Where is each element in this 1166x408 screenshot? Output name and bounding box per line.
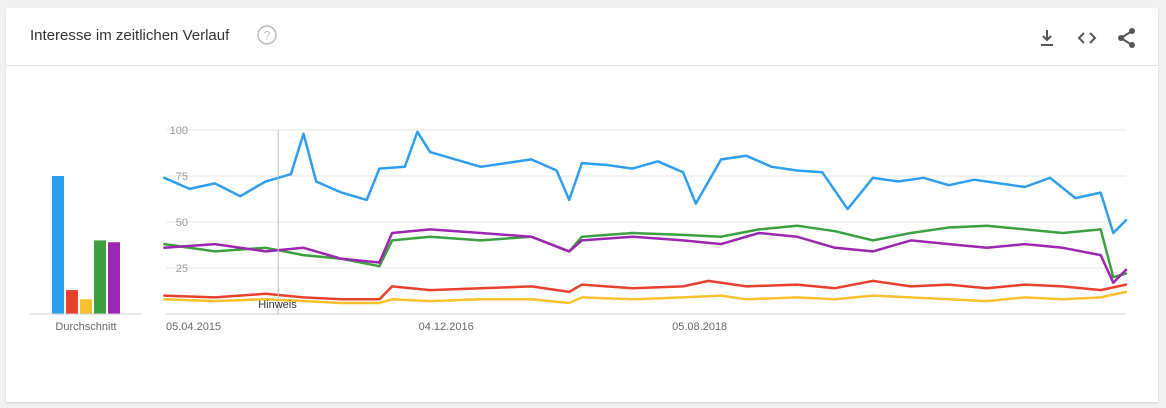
card-title: Interesse im zeitlichen Verlauf	[30, 27, 230, 44]
y-tick-label: 75	[176, 171, 188, 183]
average-bar-red	[66, 290, 78, 314]
series-line-green	[163, 224, 1128, 279]
x-tick-labels: 05.04.2015 04.12.2016 05.08.2018	[166, 321, 727, 333]
card-header: Interesse im zeitlichen Verlauf ?	[6, 8, 1158, 66]
y-tick-label: 50	[176, 217, 188, 229]
y-tick-labels: 100 75 50 25	[170, 125, 188, 275]
average-bar-green	[94, 240, 106, 314]
average-bar-yellow	[80, 299, 92, 314]
series-line-yellow	[163, 290, 1128, 305]
series-line-purple	[163, 228, 1128, 284]
annotation[interactable]: Hinweis	[258, 130, 297, 314]
average-bar-blue	[52, 176, 64, 314]
interest-over-time-card: Interesse im zeitlichen Verlauf ? Durchs…	[6, 8, 1158, 402]
average-panel	[30, 176, 142, 315]
embed-code-icon[interactable]	[1075, 26, 1099, 50]
annotation-label[interactable]: Hinweis	[258, 299, 297, 311]
x-tick-label: 05.08.2018	[672, 321, 727, 333]
interest-chart: Durchschnitt 100 75 50 25 05.04.2015 04.12.2…	[30, 125, 1128, 333]
average-bar-purple	[108, 242, 120, 314]
x-tick-label: 04.12.2016	[419, 321, 474, 333]
average-label: Durchschnitt	[55, 321, 116, 333]
gridlines	[166, 129, 1126, 315]
download-icon[interactable]	[1035, 26, 1059, 50]
y-tick-label: 25	[176, 263, 188, 275]
series-line-red	[163, 279, 1128, 301]
x-tick-label: 05.04.2015	[166, 321, 221, 333]
series-lines	[163, 130, 1128, 305]
y-tick-label: 100	[170, 125, 188, 137]
svg-text:?: ?	[264, 29, 271, 43]
help-icon[interactable]: ?	[256, 24, 278, 46]
series-line-blue	[163, 130, 1128, 235]
share-icon[interactable]	[1115, 26, 1139, 50]
